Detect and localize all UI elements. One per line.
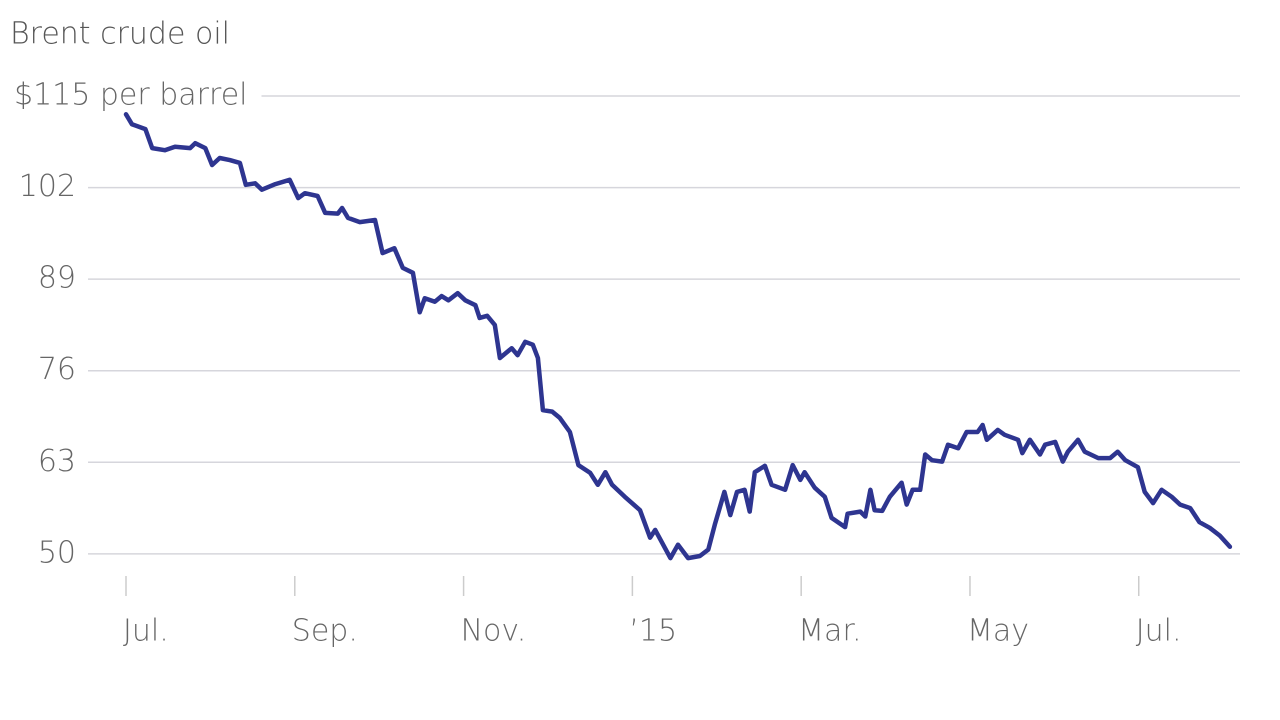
x-tick-label: Sep. bbox=[292, 614, 358, 649]
y-tick-label: 89 bbox=[38, 261, 76, 296]
y-tick-label: 50 bbox=[38, 535, 76, 570]
y-tick-label: $115 per barrel bbox=[14, 78, 247, 113]
y-tick-label: 102 bbox=[19, 169, 76, 204]
chart-title: Brent crude oil bbox=[10, 17, 230, 52]
x-tick-label: Jul. bbox=[123, 614, 169, 649]
x-tick-label: May bbox=[967, 614, 1029, 649]
x-tick-label: ’15 bbox=[629, 614, 677, 649]
x-tick-label: Nov. bbox=[461, 614, 527, 649]
x-tick-label: Mar. bbox=[798, 614, 861, 649]
x-tick-label: Jul. bbox=[1136, 614, 1182, 649]
y-tick-label: 76 bbox=[38, 352, 76, 387]
price-line bbox=[123, 112, 1233, 561]
y-tick-label: 63 bbox=[38, 444, 76, 479]
